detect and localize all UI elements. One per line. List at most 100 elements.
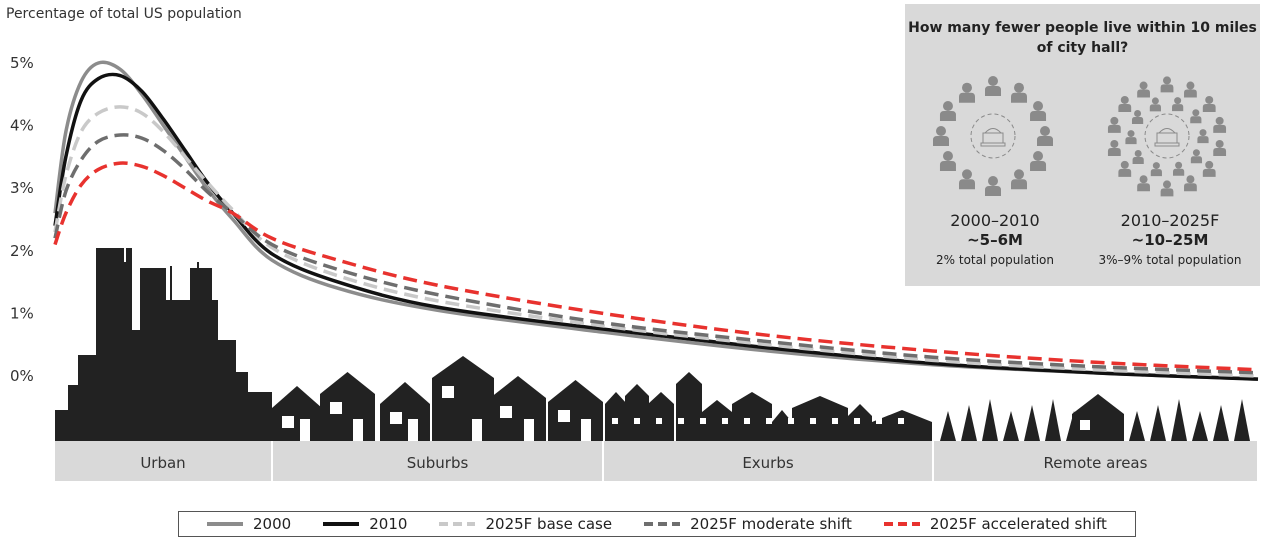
house-door (300, 419, 310, 441)
legend-item: 2025F moderate shift (644, 515, 852, 533)
category-label: Remote areas (1044, 454, 1148, 472)
person-icon (985, 176, 1001, 196)
person-icon (1118, 95, 1132, 112)
urban-building (55, 410, 70, 441)
house-door (524, 419, 534, 441)
remote-tree (1234, 399, 1250, 441)
urban-building (164, 300, 192, 441)
suburb-house (490, 376, 546, 441)
urban-building (126, 248, 132, 441)
remote-tree (1003, 411, 1019, 441)
y-tick-label: 0% (10, 367, 34, 385)
inset-right-period: 2010–2025F (1120, 211, 1220, 230)
legend-label: 2025F moderate shift (690, 515, 852, 533)
exurb-window (832, 418, 838, 424)
remote-tree (1129, 411, 1145, 441)
urban-building (248, 392, 272, 441)
y-tick-label: 1% (10, 304, 34, 322)
exurb-building (732, 392, 772, 441)
person-icon (959, 82, 975, 103)
legend-swatch (323, 522, 360, 526)
house-door (408, 419, 418, 441)
y-tick-label: 2% (10, 242, 34, 260)
city-hall-icon (970, 113, 1016, 159)
exurb-window (678, 418, 684, 424)
series-line-2010 (53, 72, 1259, 381)
inset-right-value: ~10–25M (1131, 231, 1209, 249)
legend-item: 2025F accelerated shift (883, 515, 1107, 533)
legend-item: 2010 (323, 515, 407, 533)
urban-building (68, 385, 80, 441)
urban-building (190, 268, 212, 441)
y-tick-label: 3% (10, 179, 34, 197)
exurb-window (634, 418, 640, 424)
person-icon (1197, 129, 1209, 144)
house-window (558, 410, 570, 422)
legend-label: 2010 (369, 515, 408, 533)
remote-tree (940, 411, 956, 441)
exurb-window (766, 418, 772, 424)
legend-label: 2025F base case (485, 515, 613, 533)
person-icon (1149, 97, 1161, 112)
exurb-building (605, 392, 627, 441)
exurb-window (744, 418, 750, 424)
legend: 2000 2010 2025F base case 2025F moderate sh… (178, 511, 1136, 537)
person-icon (985, 76, 1001, 96)
legend-label: 2025F accelerated shift (929, 515, 1107, 533)
y-axis-label: Percentage of total US population (6, 6, 242, 22)
remote-tree (1045, 399, 1061, 441)
urban-building (140, 268, 166, 441)
inset-right-stat: 2010–2025F ~10–25M 3%–9% total populatio… (1085, 211, 1255, 270)
remote-house (1072, 394, 1124, 441)
urban-building (78, 355, 96, 441)
person-icon (939, 101, 956, 121)
house-window (1080, 420, 1090, 430)
suburb-house (548, 380, 603, 441)
person-icon (1184, 175, 1197, 192)
remote-tree (982, 399, 998, 441)
person-icon (1202, 160, 1216, 177)
remote-tree (1171, 399, 1187, 441)
exurb-building (772, 410, 792, 441)
inset-left-note: 2% total population (936, 253, 1054, 267)
series-line-2025f-base-case (53, 105, 1259, 378)
remote-tree (1150, 405, 1166, 441)
category-band (934, 441, 1257, 481)
legend-label: 2000 (253, 515, 292, 533)
person-icon (1184, 81, 1197, 98)
person-icon (1118, 160, 1132, 177)
person-icon (1030, 151, 1047, 171)
person-icon (1213, 116, 1227, 133)
person-icon (1160, 180, 1174, 197)
series-line-2025f-accelerated-shift (53, 161, 1259, 372)
series-line-2025f-moderate-shift (53, 133, 1259, 375)
inset-left-period: 2000–2010 (950, 211, 1040, 230)
category-label: Exurbs (742, 454, 794, 472)
category-band (55, 441, 271, 481)
person-icon (1132, 149, 1144, 164)
house-door (581, 419, 591, 441)
category-band (604, 441, 932, 481)
urban-building (218, 340, 236, 441)
inset-title: How many fewer people live within 10 mil… (908, 20, 1257, 56)
person-icon (1011, 82, 1027, 103)
exurb-window (656, 418, 662, 424)
person-icon (1202, 95, 1216, 112)
exurb-window (788, 418, 794, 424)
category-label: Suburbs (407, 454, 469, 472)
y-tick-label: 5% (10, 54, 34, 72)
legend-item: 2025F base case (439, 515, 612, 533)
legend-swatch (883, 522, 920, 526)
category-label: Urban (140, 454, 185, 472)
category-bands: Urban Suburbs Exurbs Remote areas (55, 441, 1257, 481)
person-icon (1137, 81, 1150, 98)
person-icon (1107, 139, 1121, 156)
urban-building (236, 372, 248, 441)
exurb-window (722, 418, 728, 424)
category-band (273, 441, 602, 481)
house-window (390, 412, 402, 424)
house-door (472, 419, 482, 441)
person-icon (1107, 116, 1121, 133)
house-window (330, 402, 342, 414)
